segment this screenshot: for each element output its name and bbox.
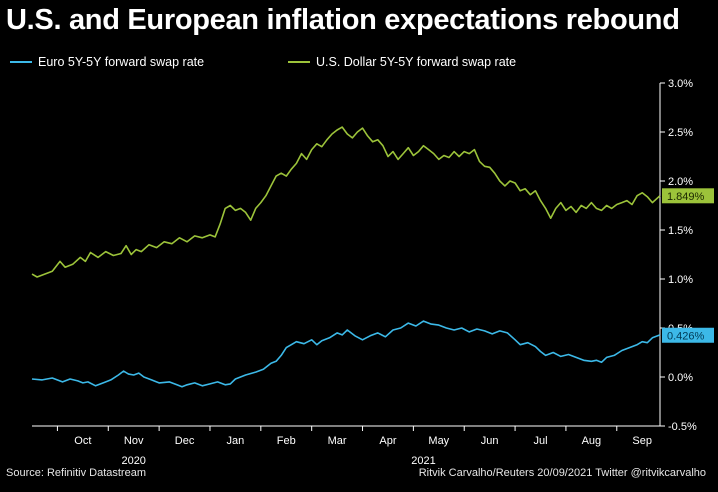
end-value-label-usd: 1.849%: [667, 191, 705, 203]
y-tick-label: 2.0%: [668, 176, 693, 188]
y-tick-label: 1.5%: [668, 225, 693, 237]
legend-label-euro: Euro 5Y-5Y forward swap rate: [38, 55, 205, 69]
y-tick-label: -0.5%: [668, 421, 697, 433]
legend-swatch-usd: [288, 61, 310, 63]
x-tick-label: Jan: [227, 435, 245, 447]
x-tick-label: Jun: [481, 435, 499, 447]
x-year-label: 2020: [121, 455, 145, 467]
end-value-badge-euro: [662, 327, 714, 343]
x-tick-label: Oct: [74, 435, 91, 447]
chart-title: U.S. and European inflation expectations…: [6, 4, 680, 36]
x-tick-label: Apr: [379, 435, 396, 447]
legend-item-usd: U.S. Dollar 5Y-5Y forward swap rate: [288, 54, 516, 70]
end-value-badge-usd: [662, 188, 714, 204]
x-tick-label: May: [428, 435, 449, 447]
x-tick-label: Sep: [632, 435, 652, 447]
series-line-euro: [31, 320, 661, 388]
x-tick-label: Feb: [277, 435, 296, 447]
x-year-label: 2021: [411, 455, 435, 467]
source-note: Source: Refinitiv Datastream: [6, 467, 146, 479]
legend-label-usd: U.S. Dollar 5Y-5Y forward swap rate: [316, 55, 517, 69]
credit-note: Ritvik Carvalho/Reuters 20/09/2021 Twitt…: [418, 467, 706, 479]
legend-item-euro: Euro 5Y-5Y forward swap rate: [10, 54, 204, 70]
end-value-label-euro: 0.426%: [667, 330, 705, 342]
x-tick-label: Mar: [328, 435, 347, 447]
x-tick-label: Jul: [533, 435, 547, 447]
y-tick-label: 3.0%: [668, 78, 693, 90]
series-line-usd: [31, 126, 661, 278]
x-tick-label: Aug: [582, 435, 602, 447]
y-tick-label: 1.0%: [668, 274, 693, 286]
y-tick-label: 0.0%: [668, 372, 693, 384]
legend-swatch-euro: [10, 61, 32, 63]
y-tick-label: 2.5%: [668, 127, 693, 139]
x-tick-label: Nov: [124, 435, 144, 447]
x-tick-label: Dec: [175, 435, 195, 447]
